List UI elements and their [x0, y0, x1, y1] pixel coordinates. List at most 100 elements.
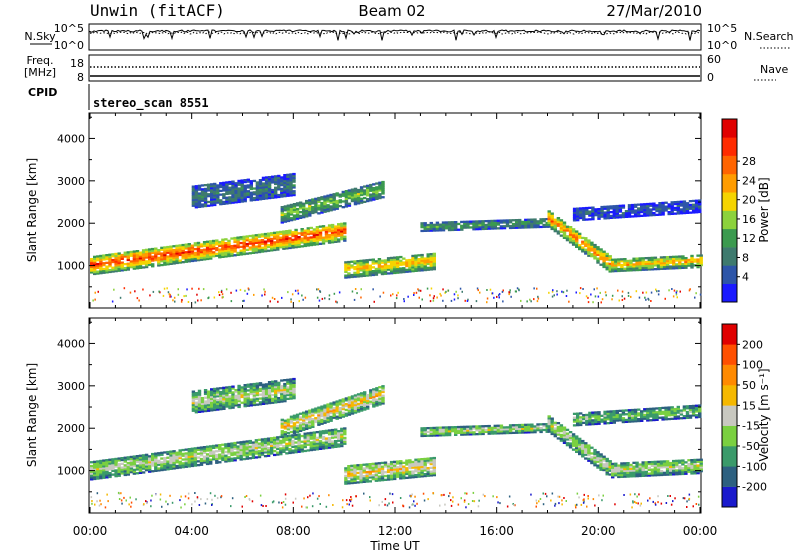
scatter-cell — [286, 190, 290, 194]
scatter-cell — [228, 385, 232, 389]
scatter-cell — [332, 193, 336, 196]
scatter-cell — [199, 457, 204, 461]
scatter-cell — [197, 194, 202, 197]
scatter-cell — [132, 459, 137, 462]
scatter-cell — [369, 396, 373, 400]
scatter-cell — [298, 205, 303, 208]
scatter-cell — [320, 201, 324, 205]
scatter-cell — [353, 481, 357, 484]
scatter-cell — [240, 390, 244, 393]
scatter-cell — [365, 476, 369, 479]
scatter-cell — [148, 263, 152, 266]
scatter-cell — [675, 267, 679, 270]
scatter-cell — [454, 226, 458, 230]
scatter-cell — [359, 199, 364, 202]
scatter-cell — [315, 440, 320, 443]
scatter-cell — [518, 220, 522, 224]
scatter-cell — [308, 411, 312, 414]
scatter-cell — [258, 198, 263, 201]
scatter-cell — [240, 401, 244, 404]
scatter-cell — [96, 270, 100, 273]
scatter-cell — [283, 386, 287, 389]
scatter-cell — [288, 246, 292, 250]
scatter-cell — [405, 470, 409, 474]
scatter-cell — [615, 214, 619, 217]
scatter-cell — [335, 205, 339, 208]
scatter-cell — [227, 450, 231, 453]
scatter-cell — [372, 187, 376, 190]
scatter-cell — [279, 441, 283, 444]
scatter-cell — [321, 242, 326, 245]
scatter-cell — [432, 432, 436, 435]
scatter-cell — [317, 421, 321, 424]
scatter-cell — [191, 189, 196, 192]
scatter-cell — [105, 470, 109, 473]
scatter-cell — [672, 473, 676, 476]
scatter-cell — [359, 396, 364, 399]
scatter-cell — [460, 226, 464, 229]
scatter-cell — [286, 217, 291, 221]
scatter-cell — [166, 247, 170, 251]
scatter-cell — [324, 431, 329, 434]
scatter-cell — [243, 180, 247, 184]
scatter-cell — [441, 225, 446, 228]
scatter-cell — [178, 451, 182, 454]
scatter-cell — [584, 447, 588, 451]
scatter-cell — [187, 260, 191, 263]
scatter-cell — [249, 385, 253, 388]
scatter-cell — [157, 467, 161, 470]
scatter-cell — [337, 232, 341, 235]
scatter-cell — [505, 221, 510, 224]
scatter-cell — [163, 246, 167, 249]
scatter-cell — [197, 406, 202, 410]
scatter-cell — [420, 469, 424, 472]
scatter-cell — [96, 259, 100, 262]
scatter-cell — [157, 264, 161, 267]
scatter-cell — [172, 467, 176, 470]
scatter-cell — [429, 434, 433, 437]
scatter-cell — [655, 208, 659, 211]
scatter-cell — [429, 474, 433, 477]
scatter-cell — [205, 255, 210, 259]
scatter-cell — [493, 432, 497, 435]
scatter-cell — [108, 268, 112, 272]
scatter-cell — [653, 460, 658, 463]
scatter-cell — [248, 451, 252, 454]
scatter-cell — [166, 464, 170, 467]
scatter-cell — [515, 424, 519, 427]
scatter-cell — [661, 201, 665, 205]
scatter-cell — [691, 207, 696, 210]
scatter-cell — [206, 390, 211, 393]
scatter-cell — [618, 299, 620, 302]
scatter-cell — [289, 205, 294, 208]
scatter-cell — [306, 449, 310, 452]
scatter-cell — [205, 447, 210, 450]
scatter-cell — [629, 269, 633, 272]
scatter-cell — [239, 288, 242, 291]
scatter-cell — [575, 232, 579, 235]
scatter-cell — [553, 228, 557, 231]
scatter-cell — [114, 264, 118, 267]
scatter-cell — [286, 212, 291, 215]
scatter-cell — [380, 471, 385, 474]
scatter-cell — [623, 297, 626, 300]
scatter-cell — [690, 254, 694, 258]
scatter-cell — [536, 287, 538, 290]
scatter-cell — [234, 402, 238, 405]
scatter-cell — [411, 464, 415, 467]
scatter-cell — [300, 245, 304, 248]
scatter-cell — [282, 441, 286, 444]
scatter-cell — [102, 472, 106, 476]
scatter-cell — [420, 434, 424, 438]
scatter-cell — [277, 176, 281, 179]
scatter-cell — [343, 228, 347, 231]
scatter-cell — [447, 221, 452, 224]
freq-left-label-2: [MHz] — [24, 66, 56, 79]
scatter-cell — [359, 463, 363, 467]
scatter-cell — [308, 422, 312, 426]
scatter-cell — [263, 451, 268, 454]
scatter-cell — [248, 246, 252, 249]
scatter-cell — [132, 455, 137, 458]
scatter-cell — [356, 481, 360, 484]
scatter-cell — [571, 435, 576, 438]
